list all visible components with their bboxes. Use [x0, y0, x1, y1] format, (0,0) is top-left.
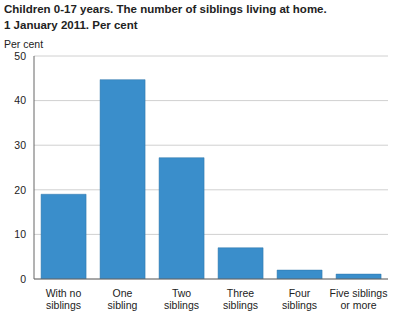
html-text:Children 0-17 years. The numbe: Children 0-17 years. The number of sibli…	[4, 3, 327, 15]
svg-text:Foursiblings: Foursiblings	[282, 287, 317, 311]
svg-text:20: 20	[14, 184, 26, 196]
svg-text:Twosiblings: Twosiblings	[164, 287, 199, 311]
svg-text:Onesibling: Onesibling	[108, 287, 138, 311]
svg-text:Five siblingsor more: Five siblingsor more	[330, 287, 386, 311]
svg-text:40: 40	[14, 94, 26, 106]
svg-text:Threesiblings: Threesiblings	[223, 287, 258, 311]
html-text:1 January 2011. Per cent: 1 January 2011. Per cent	[4, 19, 138, 31]
html-text:Per cent: Per cent	[4, 38, 44, 50]
svg-text:With nosiblings: With nosiblings	[46, 287, 82, 311]
svg-text:30: 30	[14, 139, 26, 151]
svg-text:10: 10	[14, 228, 26, 240]
svg-text:0: 0	[20, 273, 26, 285]
svg-text:50: 50	[14, 50, 26, 62]
